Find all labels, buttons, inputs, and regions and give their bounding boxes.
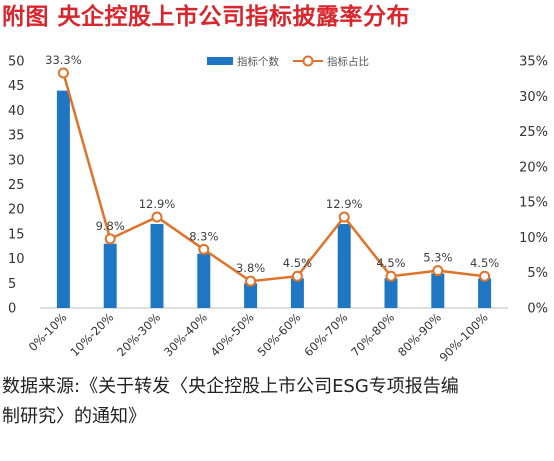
- bar: [290, 278, 304, 308]
- right-tick-label: 10%: [519, 231, 548, 246]
- left-tick-label: 40: [8, 104, 25, 119]
- line-point: [432, 265, 444, 277]
- right-tick-label: 0%: [527, 302, 548, 317]
- x-tick-label: 50%-60%: [255, 310, 304, 359]
- x-tick-label: 90%-100%: [437, 310, 491, 364]
- right-tick-label: 15%: [519, 196, 548, 211]
- source-line-1: 数据来源:《关于转发〈央企控股上市公司ESG专项报告编: [2, 376, 459, 397]
- line-point: [104, 233, 116, 245]
- data-label: 3.8%: [236, 261, 265, 275]
- x-tick-label: 0%-10%: [26, 310, 70, 354]
- left-tick-label: 5: [8, 277, 16, 292]
- right-tick-label: 30%: [519, 90, 548, 105]
- data-label: 12.9%: [326, 197, 363, 211]
- chart-title: 附图 央企控股上市公司指标披露率分布: [2, 4, 411, 30]
- left-axis: 0 5 10 15 20 25 30 35 40 45 50: [8, 55, 25, 317]
- right-tick-label: 20%: [519, 160, 548, 175]
- right-axis: 0% 5% 10% 15% 20% 25% 30% 35%: [519, 55, 548, 317]
- bar: [103, 243, 117, 308]
- right-tick-label: 25%: [519, 125, 548, 140]
- line-point: [385, 270, 397, 282]
- line-series: 33.3% 9.8% 12.9% 8.3% 3.8% 4.5% 12.9% 4.5% 5.3% 4…: [45, 53, 499, 287]
- left-tick-label: 25: [8, 178, 25, 193]
- data-label: 33.3%: [45, 53, 82, 67]
- bar: [337, 224, 351, 308]
- data-label: 5.3%: [423, 251, 452, 265]
- x-tick-label: 20%-30%: [114, 310, 163, 359]
- left-tick-label: 50: [8, 55, 25, 70]
- data-label: 9.8%: [96, 219, 125, 233]
- right-tick-label: 35%: [519, 55, 548, 70]
- line-point: [198, 243, 210, 255]
- left-tick-label: 0: [8, 302, 16, 317]
- line-point: [338, 211, 350, 223]
- bar: [197, 253, 211, 308]
- left-tick-label: 35: [8, 129, 25, 144]
- left-tick-label: 15: [8, 227, 25, 242]
- source-note: 数据来源:《关于转发〈央企控股上市公司ESG专项报告编 制研究〉的通知》: [2, 372, 552, 432]
- percentage-line: [62, 72, 485, 283]
- legend-bar-swatch: [207, 57, 233, 65]
- legend: 指标个数 指标占比: [207, 55, 369, 68]
- left-tick-label: 30: [8, 153, 25, 168]
- data-label: 4.5%: [376, 256, 405, 270]
- data-label: 8.3%: [189, 229, 218, 243]
- line-point: [57, 67, 69, 79]
- bar: [478, 278, 492, 308]
- left-tick-label: 20: [8, 203, 25, 218]
- x-tick-label: 10%-20%: [67, 310, 116, 359]
- bar: [150, 224, 164, 308]
- x-tick-label: 40%-50%: [208, 310, 257, 359]
- legend-line-label: 指标占比: [327, 55, 369, 68]
- bar-series: [56, 90, 492, 308]
- bar: [56, 90, 70, 308]
- bar: [431, 273, 445, 308]
- x-tick-label: 80%-90%: [395, 310, 444, 359]
- bar: [384, 278, 398, 308]
- chart-area: 0 5 10 15 20 25 30 35 40 45 50 0% 5% 10% 15% 20% 25% 30%…: [8, 53, 548, 364]
- data-label: 12.9%: [139, 197, 176, 211]
- source-line-2: 制研究〉的通知》: [2, 406, 146, 427]
- x-tick-label: 70%-80%: [348, 310, 397, 359]
- left-tick-label: 10: [8, 252, 25, 267]
- right-tick-label: 5%: [527, 266, 548, 281]
- line-point: [245, 275, 257, 287]
- data-label: 4.5%: [283, 256, 312, 270]
- line-point: [291, 270, 303, 282]
- x-tick-label: 30%-40%: [161, 310, 210, 359]
- x-tick-label: 60%-70%: [301, 310, 350, 359]
- data-label: 4.5%: [470, 256, 499, 270]
- legend-line-marker: [302, 55, 314, 67]
- bar: [244, 283, 258, 308]
- line-point: [151, 211, 163, 223]
- left-tick-label: 45: [8, 79, 25, 94]
- line-point: [479, 270, 491, 282]
- legend-bar-label: 指标个数: [237, 55, 279, 68]
- x-axis: 0%-10%10%-20%20%-30%30%-40%40%-50%50%-60…: [26, 310, 491, 364]
